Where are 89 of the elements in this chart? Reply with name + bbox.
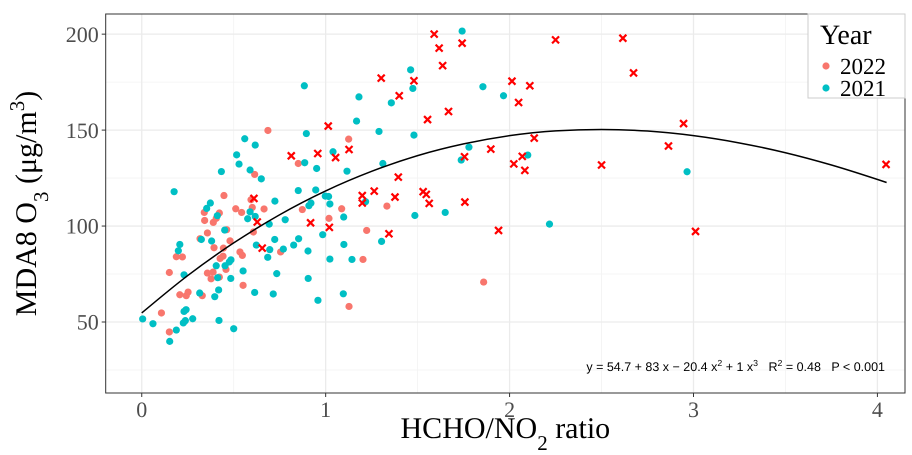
point	[358, 190, 367, 200]
point	[345, 302, 353, 310]
point	[158, 309, 166, 317]
point	[618, 34, 628, 43]
point	[384, 229, 394, 238]
point	[232, 205, 240, 212]
point	[424, 198, 434, 208]
y-tick-label: 100	[66, 214, 99, 239]
point	[390, 192, 400, 202]
point	[550, 35, 560, 45]
y-tick-label: 150	[66, 118, 99, 143]
point	[286, 151, 296, 160]
point	[458, 38, 467, 48]
annotation: y = 54.7 + 83 x − 20.4 x$^{2}$ + 1 x$^{3}$ R$^{2}$ = 0.48 P < 0.001	[586, 358, 886, 374]
point	[264, 126, 272, 134]
point	[363, 226, 370, 234]
line-series	[141, 128, 888, 314]
point	[359, 256, 367, 264]
point	[325, 214, 333, 222]
point	[204, 229, 212, 237]
point	[298, 206, 306, 214]
point	[210, 268, 217, 276]
point	[520, 166, 530, 175]
point	[330, 152, 340, 162]
x-tick-label: 4	[872, 397, 883, 422]
point	[210, 244, 218, 252]
point	[507, 76, 517, 86]
point	[345, 136, 352, 143]
point	[444, 106, 454, 116]
point	[690, 226, 700, 236]
point	[370, 186, 379, 196]
point	[252, 217, 262, 227]
point	[460, 152, 470, 162]
point	[258, 244, 267, 253]
point	[394, 172, 403, 182]
y-tick-label: 50	[76, 310, 99, 335]
point	[664, 141, 674, 151]
point	[249, 194, 259, 204]
x-tick-label: 1	[320, 397, 332, 422]
point	[182, 292, 190, 300]
point	[338, 205, 346, 212]
point	[409, 76, 419, 86]
point	[480, 278, 488, 286]
point	[596, 160, 606, 170]
point	[324, 222, 334, 232]
point	[383, 202, 391, 210]
point	[226, 237, 234, 244]
point	[486, 144, 496, 154]
point	[628, 68, 638, 78]
point	[418, 187, 428, 196]
point	[376, 73, 386, 83]
point	[881, 160, 891, 170]
point	[509, 159, 518, 168]
point	[344, 144, 354, 154]
point	[324, 121, 333, 131]
point	[525, 81, 534, 90]
point	[207, 275, 215, 282]
point	[260, 205, 268, 213]
point	[434, 44, 444, 53]
point	[238, 208, 246, 216]
point	[514, 98, 524, 108]
point	[494, 226, 504, 236]
point	[422, 190, 431, 199]
point	[358, 198, 367, 208]
x-tick-label: 0	[136, 397, 148, 422]
point	[530, 134, 539, 143]
point	[518, 152, 527, 161]
point	[430, 30, 439, 39]
point	[178, 253, 186, 261]
point	[201, 216, 208, 224]
point	[166, 268, 173, 276]
point	[238, 252, 246, 260]
point	[294, 160, 302, 168]
point	[166, 328, 173, 336]
x-tick-label: 3	[688, 397, 699, 422]
point	[678, 118, 688, 128]
point	[306, 218, 316, 228]
point	[220, 192, 228, 200]
point	[176, 291, 184, 298]
point	[239, 282, 247, 289]
legend-title: Year	[820, 20, 872, 51]
point	[313, 148, 322, 158]
y-tick-label: 200	[66, 22, 99, 47]
point	[251, 170, 258, 178]
point	[438, 61, 448, 70]
point	[422, 114, 432, 124]
point	[460, 197, 470, 207]
point	[394, 91, 404, 100]
point	[219, 252, 227, 260]
